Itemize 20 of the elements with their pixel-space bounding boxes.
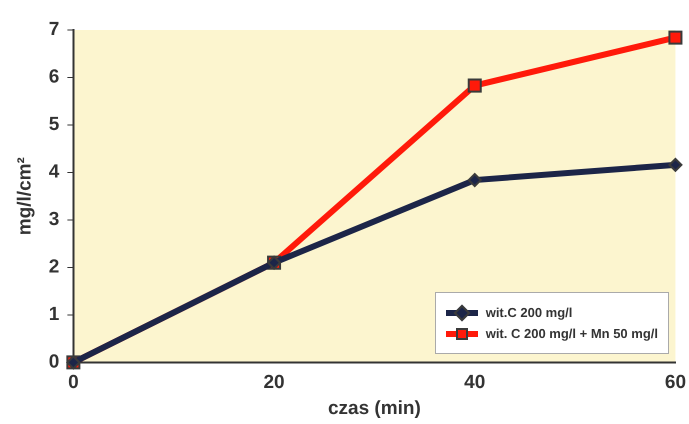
y-tick-label: 3 bbox=[48, 209, 60, 230]
y-tick-label: 1 bbox=[48, 304, 60, 326]
legend-label: wit. C 200 mg/l + Mn 50 mg/l bbox=[486, 326, 658, 341]
y-axis-title: mg/l/cm² bbox=[14, 157, 36, 236]
point bbox=[468, 173, 482, 188]
y-tick-label: 6 bbox=[48, 66, 60, 88]
legend-label: wit.C 200 mg/l bbox=[486, 305, 572, 320]
point bbox=[668, 158, 682, 172]
y-tick-label: 4 bbox=[48, 162, 60, 183]
point bbox=[468, 78, 482, 93]
point bbox=[668, 30, 682, 45]
y-tick-label: 2 bbox=[48, 256, 60, 278]
y-tick-label: 0 bbox=[48, 352, 60, 373]
x-tick-label: 0 bbox=[68, 372, 79, 394]
x-tick-label: 20 bbox=[263, 372, 285, 394]
y-tick-label: 5 bbox=[48, 114, 60, 136]
x-tick-label: 40 bbox=[464, 372, 486, 394]
x-axis-title: czas (min) bbox=[328, 398, 421, 419]
x-tick-label: 60 bbox=[664, 372, 686, 394]
y-tick-label: 7 bbox=[48, 19, 60, 40]
